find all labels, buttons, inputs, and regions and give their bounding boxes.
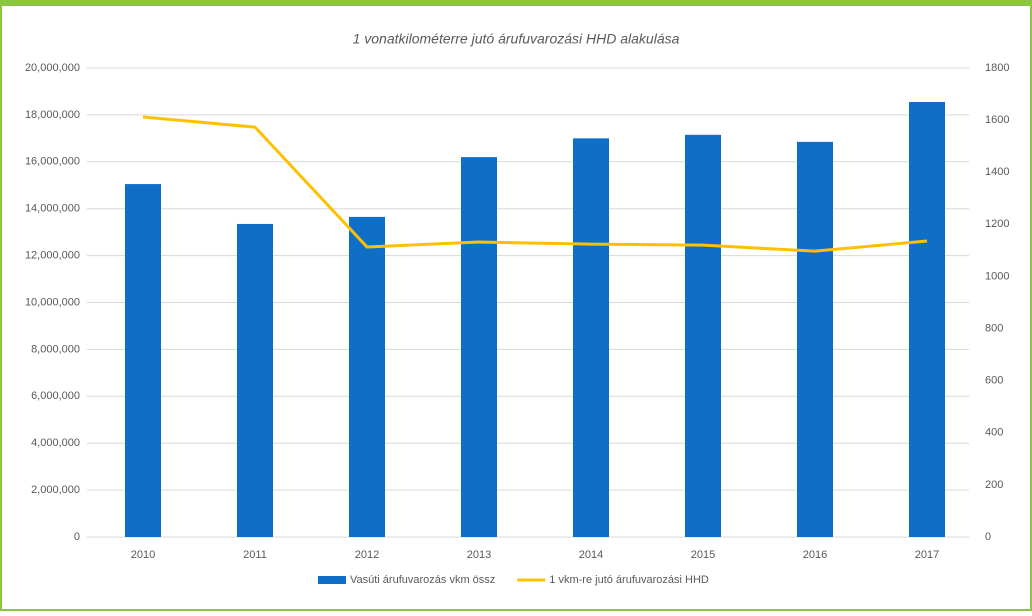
legend-label: 1 vkm-re jutó árufuvarozási HHD xyxy=(549,574,709,586)
x-tick-label: 2010 xyxy=(131,549,155,561)
x-tick-label: 2015 xyxy=(691,549,715,561)
y2-tick-label: 1600 xyxy=(985,114,1009,126)
y-tick-label: 4,000,000 xyxy=(31,437,80,449)
bar xyxy=(909,102,945,537)
y-tick-label: 20,000,000 xyxy=(25,62,80,74)
bar xyxy=(349,216,385,537)
y2-tick-label: 600 xyxy=(985,375,1003,387)
legend-label: Vasúti árufuvarozás vkm össz xyxy=(350,574,495,586)
y2-tick-label: 800 xyxy=(985,322,1003,334)
x-tick-label: 2013 xyxy=(467,549,491,561)
bar xyxy=(685,134,721,537)
bar xyxy=(125,184,161,537)
top-band xyxy=(0,0,1032,6)
y-tick-label: 2,000,000 xyxy=(31,484,80,496)
y2-tick-label: 200 xyxy=(985,479,1003,491)
line xyxy=(142,115,928,253)
x-tick-label: 2011 xyxy=(243,549,267,561)
y-tick-label: 6,000,000 xyxy=(31,390,80,402)
bar xyxy=(797,141,833,537)
y-tick-label: 8,000,000 xyxy=(31,343,80,355)
y2-tick-label: 1200 xyxy=(985,218,1009,230)
y-tick-label: 12,000,000 xyxy=(25,250,80,262)
y2-tick-label: 0 xyxy=(985,531,991,543)
y-tick-label: 10,000,000 xyxy=(25,296,80,308)
chart-title: 1 vonatkilométerre jutó árufuvarozási HH… xyxy=(353,31,680,47)
bar xyxy=(461,157,497,538)
legend-swatch xyxy=(318,576,346,584)
y2-tick-label: 1400 xyxy=(985,166,1009,178)
x-tick-label: 2012 xyxy=(355,549,379,561)
bar xyxy=(237,223,273,537)
y-tick-label: 14,000,000 xyxy=(25,203,80,215)
y2-tick-label: 400 xyxy=(985,427,1003,439)
y2-tick-label: 1800 xyxy=(985,62,1009,74)
y2-tick-label: 1000 xyxy=(985,270,1009,282)
y-tick-label: 18,000,000 xyxy=(25,109,80,121)
y-tick-label: 16,000,000 xyxy=(25,156,80,168)
x-tick-label: 2017 xyxy=(915,549,939,561)
y-tick-label: 0 xyxy=(74,531,80,543)
x-tick-label: 2014 xyxy=(579,549,603,561)
x-tick-label: 2016 xyxy=(803,549,827,561)
bar xyxy=(573,138,609,537)
